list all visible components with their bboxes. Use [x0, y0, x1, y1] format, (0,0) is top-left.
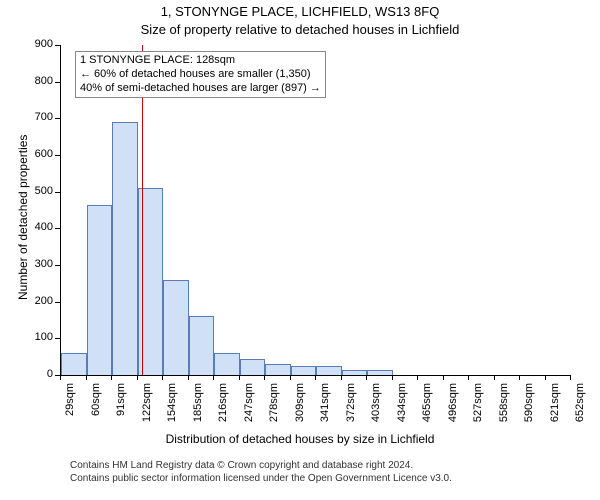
x-tick-mark: [86, 375, 87, 380]
histogram-bar: [265, 364, 291, 375]
y-tick-mark: [55, 228, 60, 229]
x-tick-label: 60sqm: [90, 383, 102, 433]
x-tick-mark: [162, 375, 163, 380]
x-tick-mark: [213, 375, 214, 380]
x-tick-label: 496sqm: [447, 383, 459, 433]
x-tick-mark: [239, 375, 240, 380]
x-tick-mark: [315, 375, 316, 380]
y-tick-label: 500: [25, 185, 53, 197]
histogram-bar: [342, 370, 368, 376]
y-tick-label: 0: [25, 368, 53, 380]
x-tick-label: 465sqm: [421, 383, 433, 433]
y-tick-label: 900: [25, 38, 53, 50]
footer-attribution: Contains HM Land Registry data © Crown c…: [70, 460, 452, 485]
annotation-line: ← 60% of detached houses are smaller (1,…: [80, 68, 321, 82]
chart-container: 1, STONYNGE PLACE, LICHFIELD, WS13 8FQ S…: [0, 0, 600, 500]
y-tick-label: 300: [25, 258, 53, 270]
x-tick-mark: [519, 375, 520, 380]
x-axis-label: Distribution of detached houses by size …: [0, 432, 600, 446]
x-tick-label: 185sqm: [192, 383, 204, 433]
x-tick-label: 247sqm: [243, 383, 255, 433]
histogram-bar: [367, 370, 393, 376]
histogram-bar: [61, 353, 87, 375]
x-tick-label: 590sqm: [523, 383, 535, 433]
x-tick-label: 372sqm: [345, 383, 357, 433]
x-tick-mark: [264, 375, 265, 380]
x-tick-label: 652sqm: [574, 383, 586, 433]
histogram-bar: [112, 122, 138, 375]
x-tick-mark: [111, 375, 112, 380]
histogram-bar: [189, 316, 215, 375]
x-tick-label: 403sqm: [370, 383, 382, 433]
x-tick-label: 558sqm: [498, 383, 510, 433]
y-tick-mark: [55, 82, 60, 83]
annotation-line: 40% of semi-detached houses are larger (…: [80, 82, 321, 96]
x-tick-mark: [545, 375, 546, 380]
y-tick-label: 700: [25, 111, 53, 123]
x-tick-label: 154sqm: [166, 383, 178, 433]
y-tick-label: 800: [25, 75, 53, 87]
x-tick-label: 434sqm: [396, 383, 408, 433]
x-tick-mark: [60, 375, 61, 380]
histogram-bar: [87, 205, 113, 376]
x-tick-mark: [443, 375, 444, 380]
histogram-bar: [316, 366, 342, 375]
y-tick-mark: [55, 155, 60, 156]
y-tick-mark: [55, 338, 60, 339]
annotation-box: 1 STONYNGE PLACE: 128sqm ← 60% of detach…: [75, 51, 326, 98]
x-tick-mark: [341, 375, 342, 380]
x-tick-mark: [137, 375, 138, 380]
y-tick-label: 100: [25, 331, 53, 343]
x-tick-mark: [417, 375, 418, 380]
x-tick-label: 527sqm: [472, 383, 484, 433]
x-tick-label: 621sqm: [549, 383, 561, 433]
x-tick-label: 122sqm: [141, 383, 153, 433]
x-tick-mark: [494, 375, 495, 380]
y-tick-label: 400: [25, 221, 53, 233]
histogram-bar: [291, 366, 317, 375]
x-tick-label: 341sqm: [319, 383, 331, 433]
y-tick-mark: [55, 45, 60, 46]
annotation-line: 1 STONYNGE PLACE: 128sqm: [80, 54, 321, 68]
y-tick-mark: [55, 192, 60, 193]
y-tick-mark: [55, 118, 60, 119]
x-tick-label: 91sqm: [115, 383, 127, 433]
y-tick-label: 200: [25, 295, 53, 307]
x-tick-mark: [392, 375, 393, 380]
title-subtitle: Size of property relative to detached ho…: [0, 22, 600, 37]
y-tick-mark: [55, 302, 60, 303]
x-tick-mark: [468, 375, 469, 380]
title-address: 1, STONYNGE PLACE, LICHFIELD, WS13 8FQ: [0, 4, 600, 19]
x-tick-mark: [290, 375, 291, 380]
footer-line: Contains HM Land Registry data © Crown c…: [70, 460, 452, 473]
y-tick-label: 600: [25, 148, 53, 160]
x-tick-label: 29sqm: [64, 383, 76, 433]
y-tick-mark: [55, 265, 60, 266]
x-tick-mark: [570, 375, 571, 380]
histogram-bar: [214, 353, 240, 375]
x-tick-label: 309sqm: [294, 383, 306, 433]
histogram-bar: [163, 280, 189, 375]
x-tick-mark: [188, 375, 189, 380]
histogram-bar: [240, 359, 266, 376]
x-tick-mark: [366, 375, 367, 380]
x-tick-label: 216sqm: [217, 383, 229, 433]
footer-line: Contains public sector information licen…: [70, 473, 452, 486]
x-tick-label: 278sqm: [268, 383, 280, 433]
